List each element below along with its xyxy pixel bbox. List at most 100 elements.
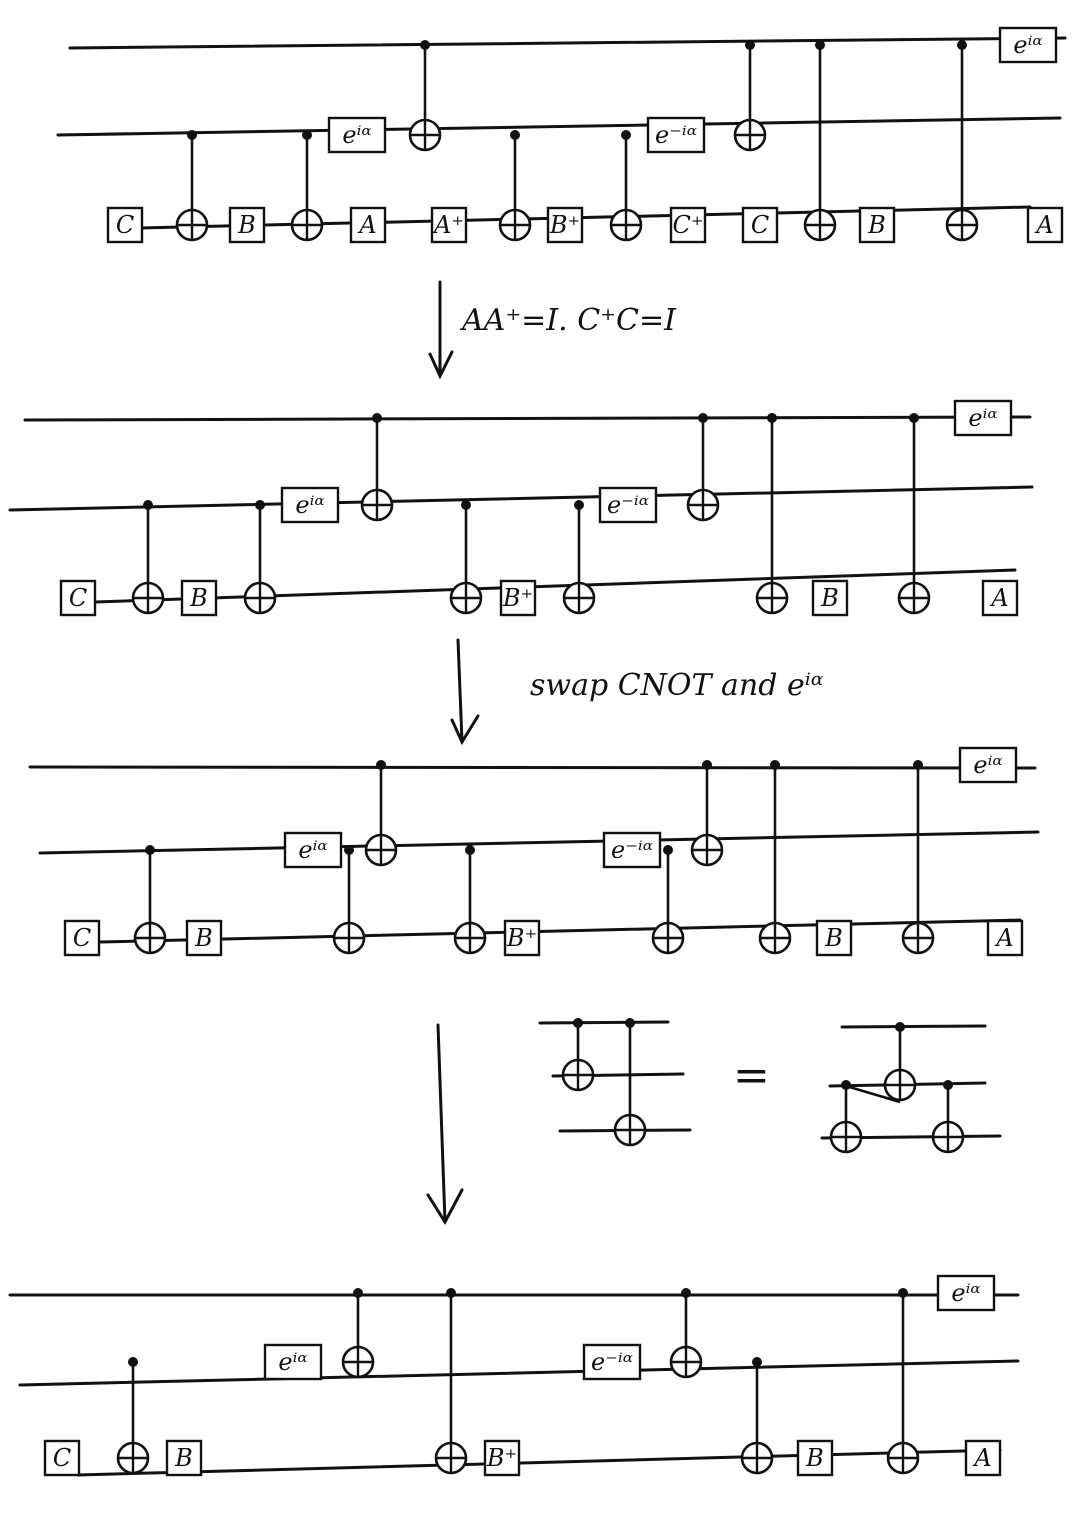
gate-box: [602, 831, 662, 869]
cnot-control-dot: [767, 413, 777, 423]
cnot-control-dot: [574, 500, 584, 510]
annotation-step-2: swap CNOT and eⁱᵅ: [530, 668, 824, 703]
circuit-1-wire-2: [138, 205, 1032, 230]
gate-label: eⁱᵅ: [968, 404, 997, 432]
identity-lhs-cnot-1: [613, 1018, 647, 1147]
cnot-target: [755, 581, 789, 615]
gate-box: [185, 919, 223, 957]
circuit-4-wire-1: [18, 1359, 1020, 1387]
cnot-target: [364, 833, 398, 867]
gate-box: [582, 1343, 642, 1381]
cnot-target: [434, 1441, 468, 1475]
circuit-2-gate-4: e⁻ⁱᵅ: [598, 486, 658, 524]
cnot-control-dot: [625, 1018, 635, 1028]
cnot-control-dot: [913, 760, 923, 770]
cnot-control-dot: [446, 1288, 456, 1298]
circuit-2-gate-3: B⁺: [499, 579, 537, 617]
circuit-1-gate-7: C⁺: [669, 206, 707, 244]
circuit-1-wire-1: [56, 116, 1062, 137]
cnot-target: [341, 1345, 375, 1379]
identity-rhs-wire-0: [840, 1024, 987, 1029]
circuit-1-gate-2: eⁱᵅ: [327, 116, 387, 154]
cnot-target: [561, 1058, 595, 1092]
circuit-2-gate-2: eⁱᵅ: [280, 486, 340, 524]
cnot-target: [133, 921, 167, 955]
circuit-4-gate-3: B⁺: [483, 1439, 521, 1477]
cnot-target: [829, 1120, 863, 1154]
gate-label: B⁺: [506, 924, 537, 952]
gate-box: [858, 206, 896, 244]
circuit-2-gate-7: A: [981, 579, 1019, 617]
cnot-target: [886, 1441, 920, 1475]
circuit-2-wire-1: [8, 485, 1034, 512]
cnot-target: [116, 1441, 150, 1475]
circuit-1-cnot-6: [803, 40, 837, 242]
gate-label: eⁱᵅ: [342, 121, 371, 149]
gate-label: A⁺: [432, 211, 464, 239]
cnot-target: [243, 581, 277, 615]
circuit-1-cnot-0: [175, 130, 209, 242]
circuit-1-cnot-1: [290, 130, 324, 242]
identity-lhs: [538, 1018, 692, 1147]
cnot-control-dot: [376, 760, 386, 770]
cnot-target: [562, 581, 596, 615]
circuit-1-gate-9: B: [858, 206, 896, 244]
cnot-target: [669, 1345, 703, 1379]
circuit-1-gate-10: eⁱᵅ: [998, 26, 1058, 64]
gate-box: [964, 1439, 1002, 1477]
circuit-2-gate-5: B: [811, 579, 849, 617]
circuit-1-cnot-2: [408, 40, 442, 152]
circuit-1-cnot-4: [609, 130, 643, 242]
gate-label: B: [237, 211, 256, 239]
cnot-target: [609, 208, 643, 242]
cnot-control-dot: [943, 1080, 953, 1090]
circuit-1-wire-0: [68, 36, 1067, 50]
gate-box: [598, 486, 658, 524]
gate-box: [483, 1439, 521, 1477]
cnot-control-dot: [698, 413, 708, 423]
gate-box: [998, 26, 1058, 64]
gate-box: [280, 486, 340, 524]
cnot-control-dot: [187, 130, 197, 140]
gate-box: [936, 1274, 996, 1312]
circuit-4-cnot-0: [116, 1357, 150, 1475]
circuit-4-cnot-3: [669, 1288, 703, 1379]
gate-box: [669, 206, 707, 244]
gate-label: B: [867, 211, 886, 239]
circuit-1-gate-1: B: [228, 206, 266, 244]
cnot-target: [733, 118, 767, 152]
circuit-2-wire-2: [94, 568, 1017, 604]
circuit-3-gate-0: C: [63, 919, 101, 957]
gate-label: eⁱᵅ: [973, 751, 1002, 779]
gate-label: B: [174, 1444, 193, 1472]
cnot-control-dot: [702, 760, 712, 770]
circuit-4-gate-5: B: [796, 1439, 834, 1477]
gate-box: [165, 1439, 203, 1477]
gate-label: eⁱᵅ: [951, 1279, 980, 1307]
cnot-target: [901, 921, 935, 955]
gate-box: [349, 206, 387, 244]
cnot-control-dot: [465, 845, 475, 855]
circuit-4-gate-6: eⁱᵅ: [936, 1274, 996, 1312]
cnot-control-dot: [255, 500, 265, 510]
gate-label: B⁺: [502, 584, 533, 612]
circuit-3-gate-7: A: [986, 919, 1024, 957]
gate-label: B: [805, 1444, 824, 1472]
cnot-control-dot: [770, 760, 780, 770]
circuit-1-gate-11: A: [1026, 206, 1064, 244]
gate-label: eⁱᵅ: [1013, 31, 1042, 59]
cnot-control-dot: [898, 1288, 908, 1298]
gate-box: [646, 116, 706, 154]
cnot-target: [498, 208, 532, 242]
cnot-target: [945, 208, 979, 242]
circuit-3-cnot-2: [364, 760, 398, 867]
circuit-1-gate-4: A⁺: [430, 206, 468, 244]
cnot-control-dot: [663, 845, 673, 855]
cnot-control-dot: [344, 845, 354, 855]
circuit-1-gate-3: A: [349, 206, 387, 244]
gate-box: [327, 116, 387, 154]
circuit-2-cnot-1: [243, 500, 277, 615]
cnot-target: [740, 1441, 774, 1475]
gate-label: C: [751, 211, 769, 239]
